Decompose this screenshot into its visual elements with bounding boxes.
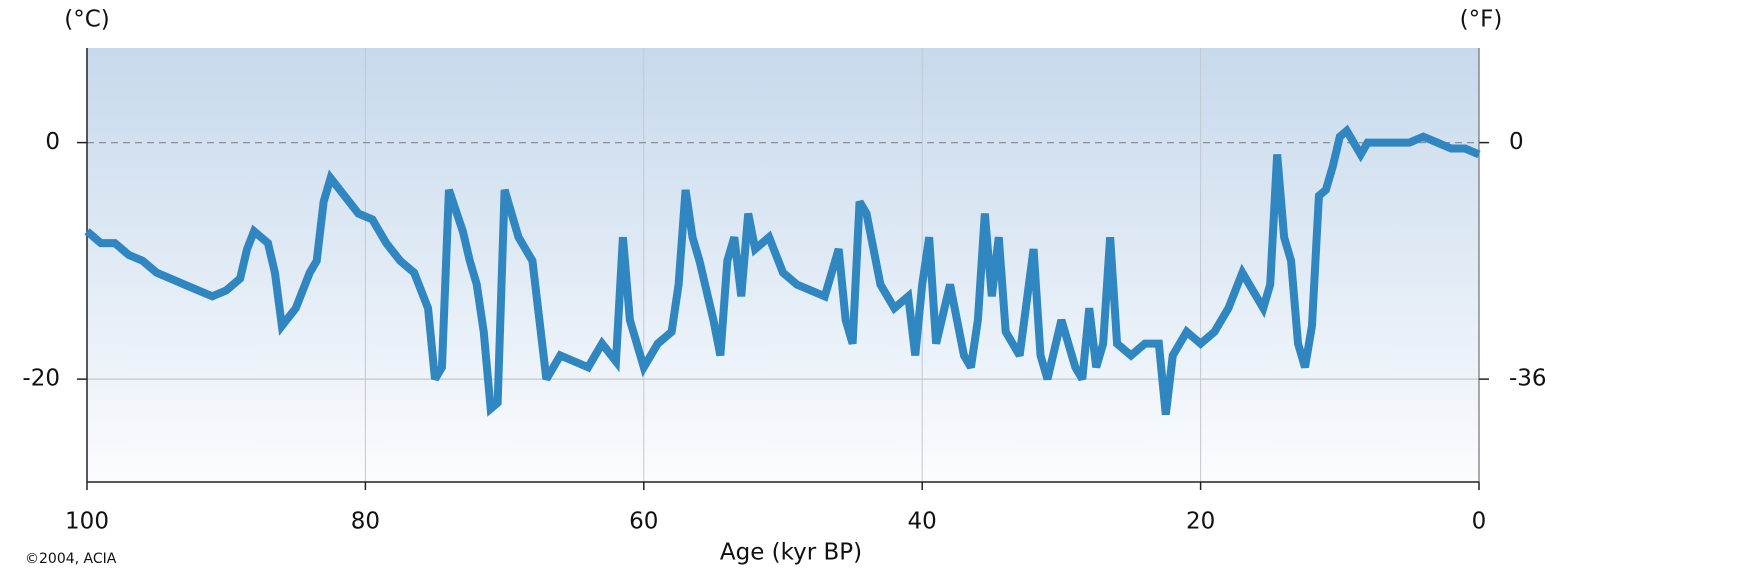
y2-tick-label: 0 (1509, 129, 1524, 155)
x-axis-label: Age (kyr BP) (720, 540, 862, 566)
y-tick-label: 0 (45, 129, 60, 155)
y-axis-label: (°C) (64, 7, 110, 33)
y2-axis-label: (°F) (1460, 7, 1503, 33)
x-tick-label: 40 (908, 509, 937, 535)
y-tick-label: -20 (22, 366, 60, 392)
y2-tick-label: -36 (1509, 366, 1547, 392)
x-tick-label: 0 (1472, 509, 1487, 535)
temperature-line (84, 124, 1481, 417)
x-tick-label: 60 (629, 509, 658, 535)
x-tick-label: 20 (1186, 509, 1215, 535)
x-tick-label: 80 (351, 509, 380, 535)
x-tick-label: 100 (65, 509, 109, 535)
copyright: ©2004, ACIA (25, 551, 117, 567)
